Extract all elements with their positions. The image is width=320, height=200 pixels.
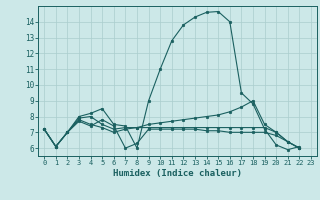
X-axis label: Humidex (Indice chaleur): Humidex (Indice chaleur) — [113, 169, 242, 178]
